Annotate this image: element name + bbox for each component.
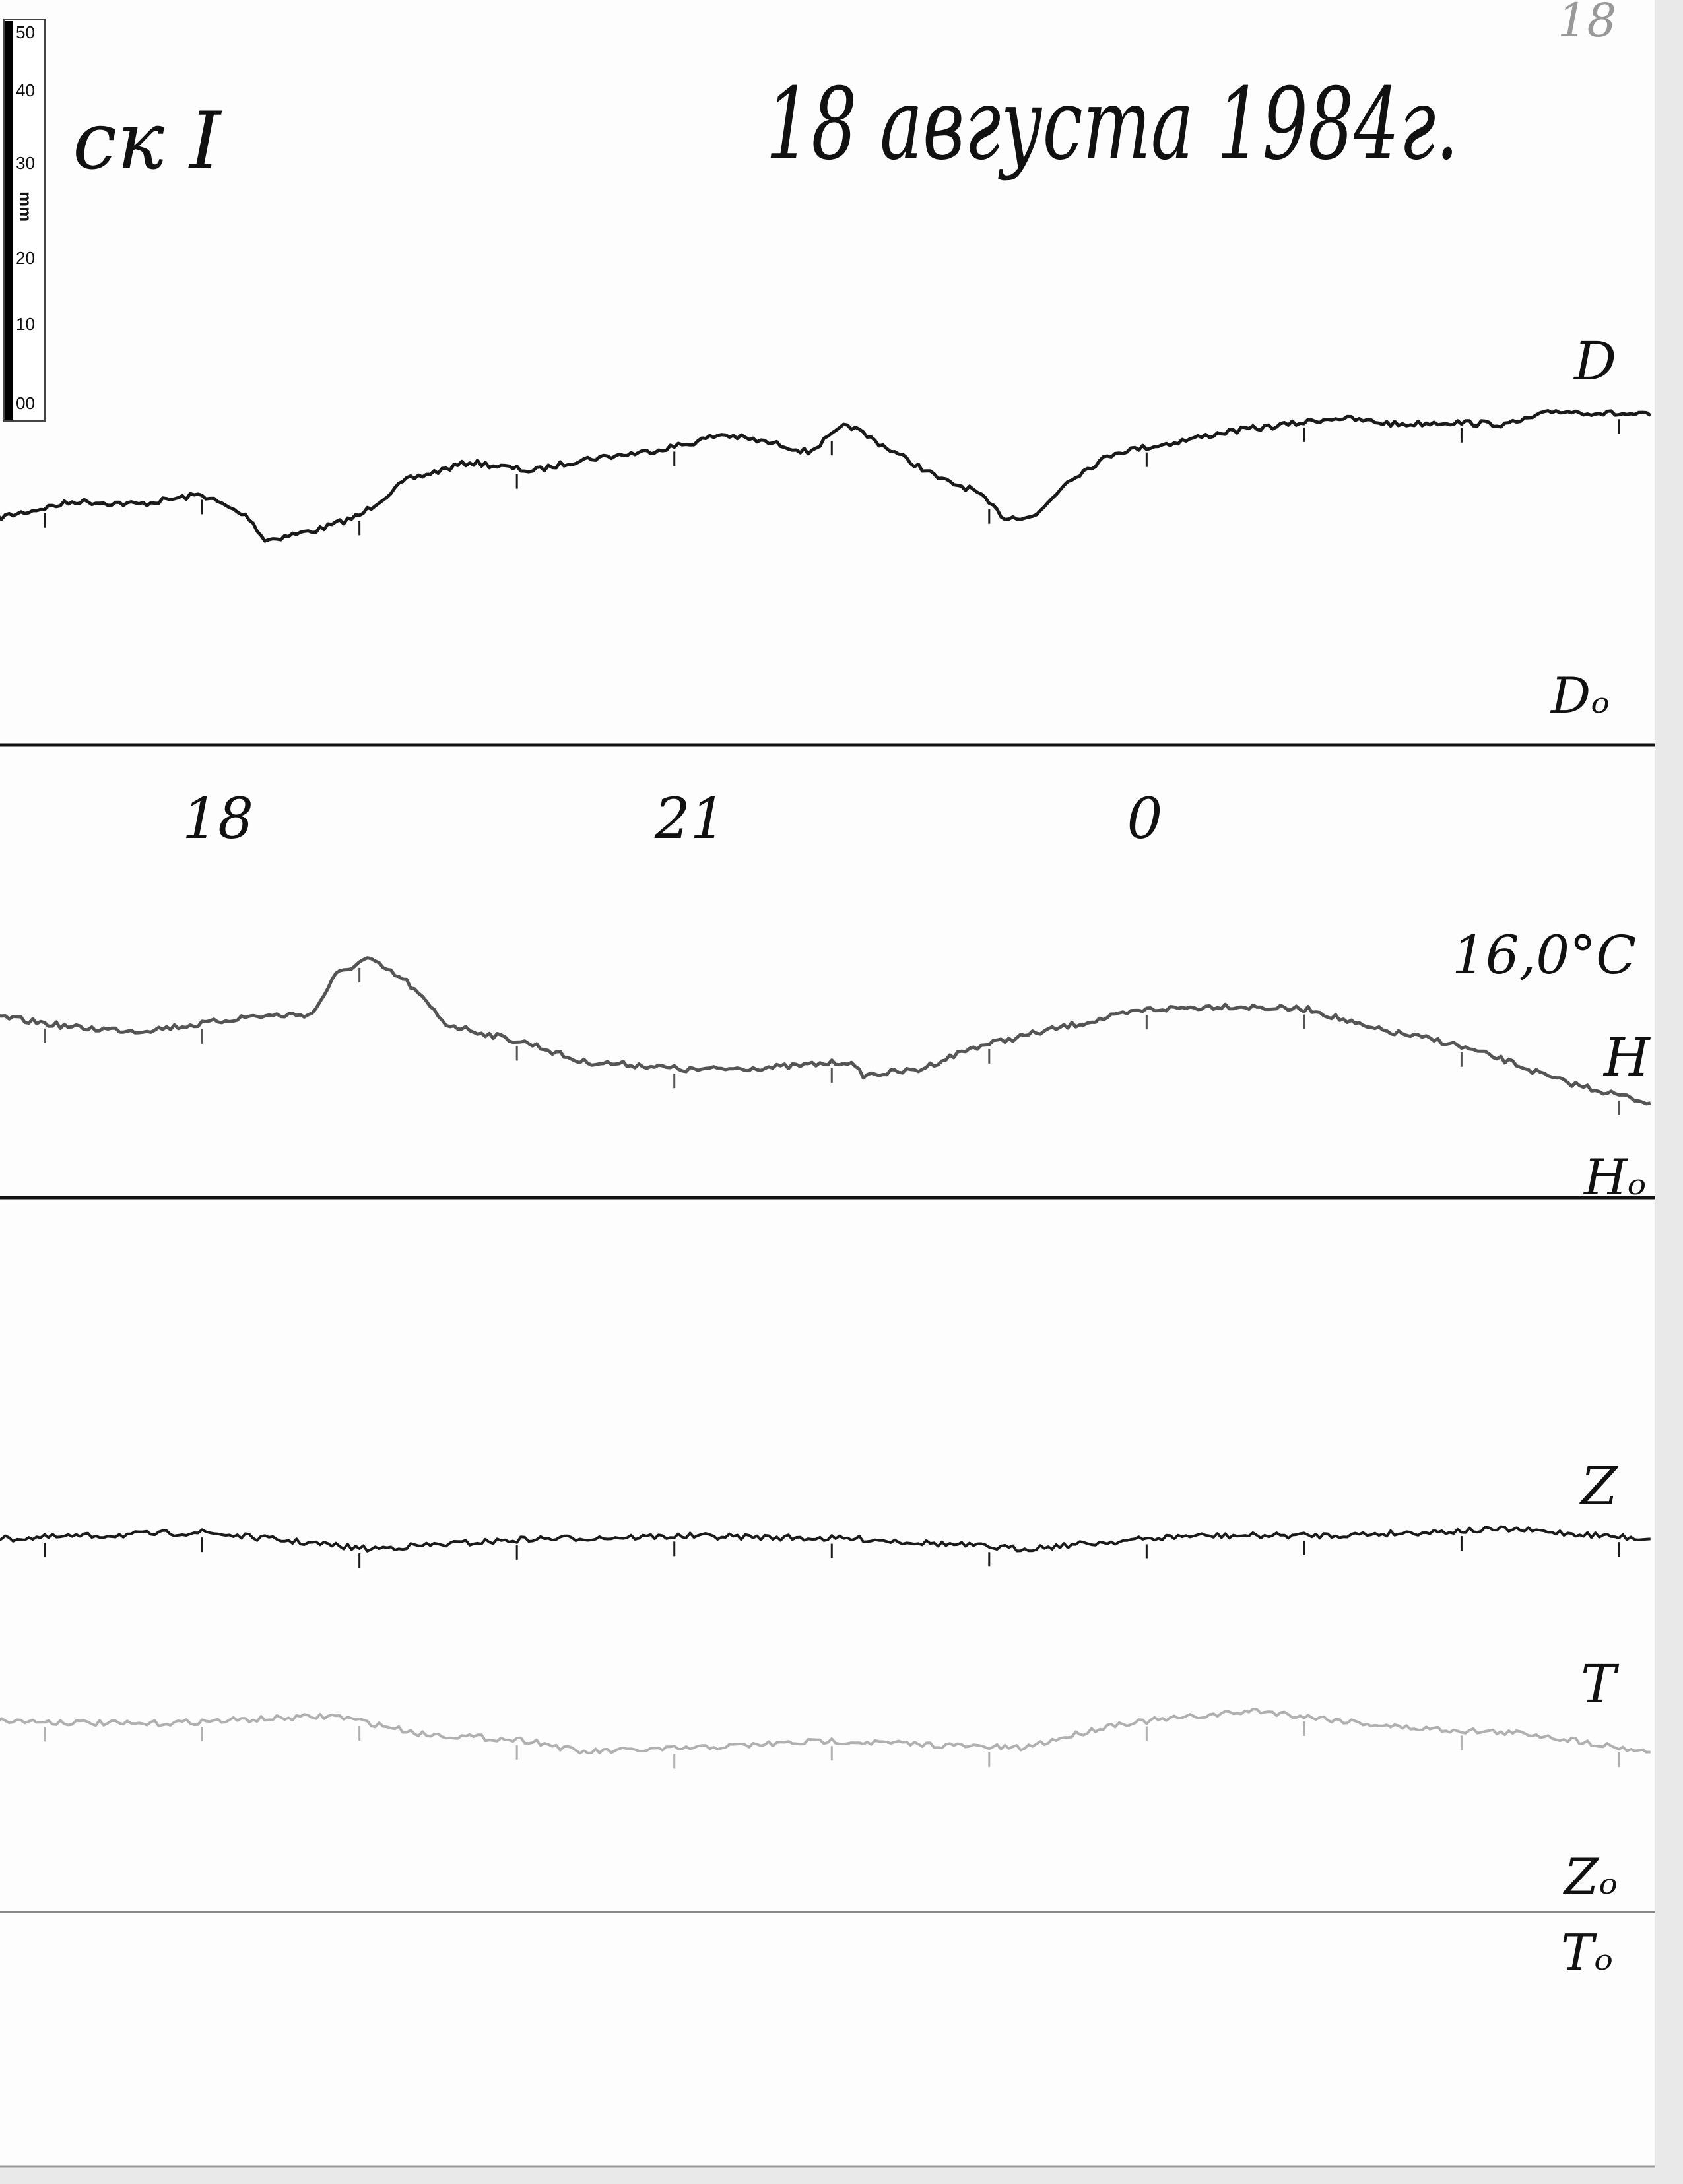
ruler-label-40: 40 bbox=[16, 80, 35, 100]
ruler-label-20: 20 bbox=[16, 248, 35, 268]
label-Z0: Zₒ bbox=[1563, 1847, 1618, 1906]
traces bbox=[0, 409, 1652, 1769]
label-T0: Tₒ bbox=[1561, 1923, 1613, 1981]
trace-T bbox=[0, 1708, 1651, 1755]
label-Z: Z bbox=[1579, 1456, 1618, 1517]
ruler-label-10: 10 bbox=[16, 314, 35, 334]
time-tick-labels: 18 21 0 bbox=[182, 787, 1162, 852]
paper bbox=[0, 0, 1655, 2166]
label-temperature: 16,0°C bbox=[1452, 924, 1636, 986]
label-D0: Dₒ bbox=[1550, 666, 1610, 724]
page-number: 18 bbox=[1558, 0, 1616, 48]
time-tick-21: 21 bbox=[654, 787, 726, 852]
label-D: D bbox=[1573, 331, 1616, 392]
trace-H bbox=[0, 956, 1651, 1106]
ruler-unit: mm bbox=[16, 191, 36, 222]
chart-title: 18 августа 1984г. bbox=[766, 67, 1459, 182]
scale-ruler: 50 40 30 20 10 00 mm bbox=[3, 19, 46, 422]
time-tick-18: 18 bbox=[182, 787, 253, 852]
label-H0: Hₒ bbox=[1583, 1148, 1646, 1206]
station-name-fragment: ск I bbox=[73, 96, 222, 187]
label-H: H bbox=[1602, 1027, 1651, 1088]
label-T: T bbox=[1581, 1654, 1620, 1715]
ruler-label-30: 30 bbox=[16, 153, 35, 173]
ruler-label-00: 00 bbox=[16, 393, 35, 413]
trace-Z bbox=[0, 1525, 1651, 1553]
time-tick-0: 0 bbox=[1127, 787, 1162, 852]
trace-D bbox=[0, 409, 1652, 543]
ruler-label-50: 50 bbox=[16, 22, 35, 42]
